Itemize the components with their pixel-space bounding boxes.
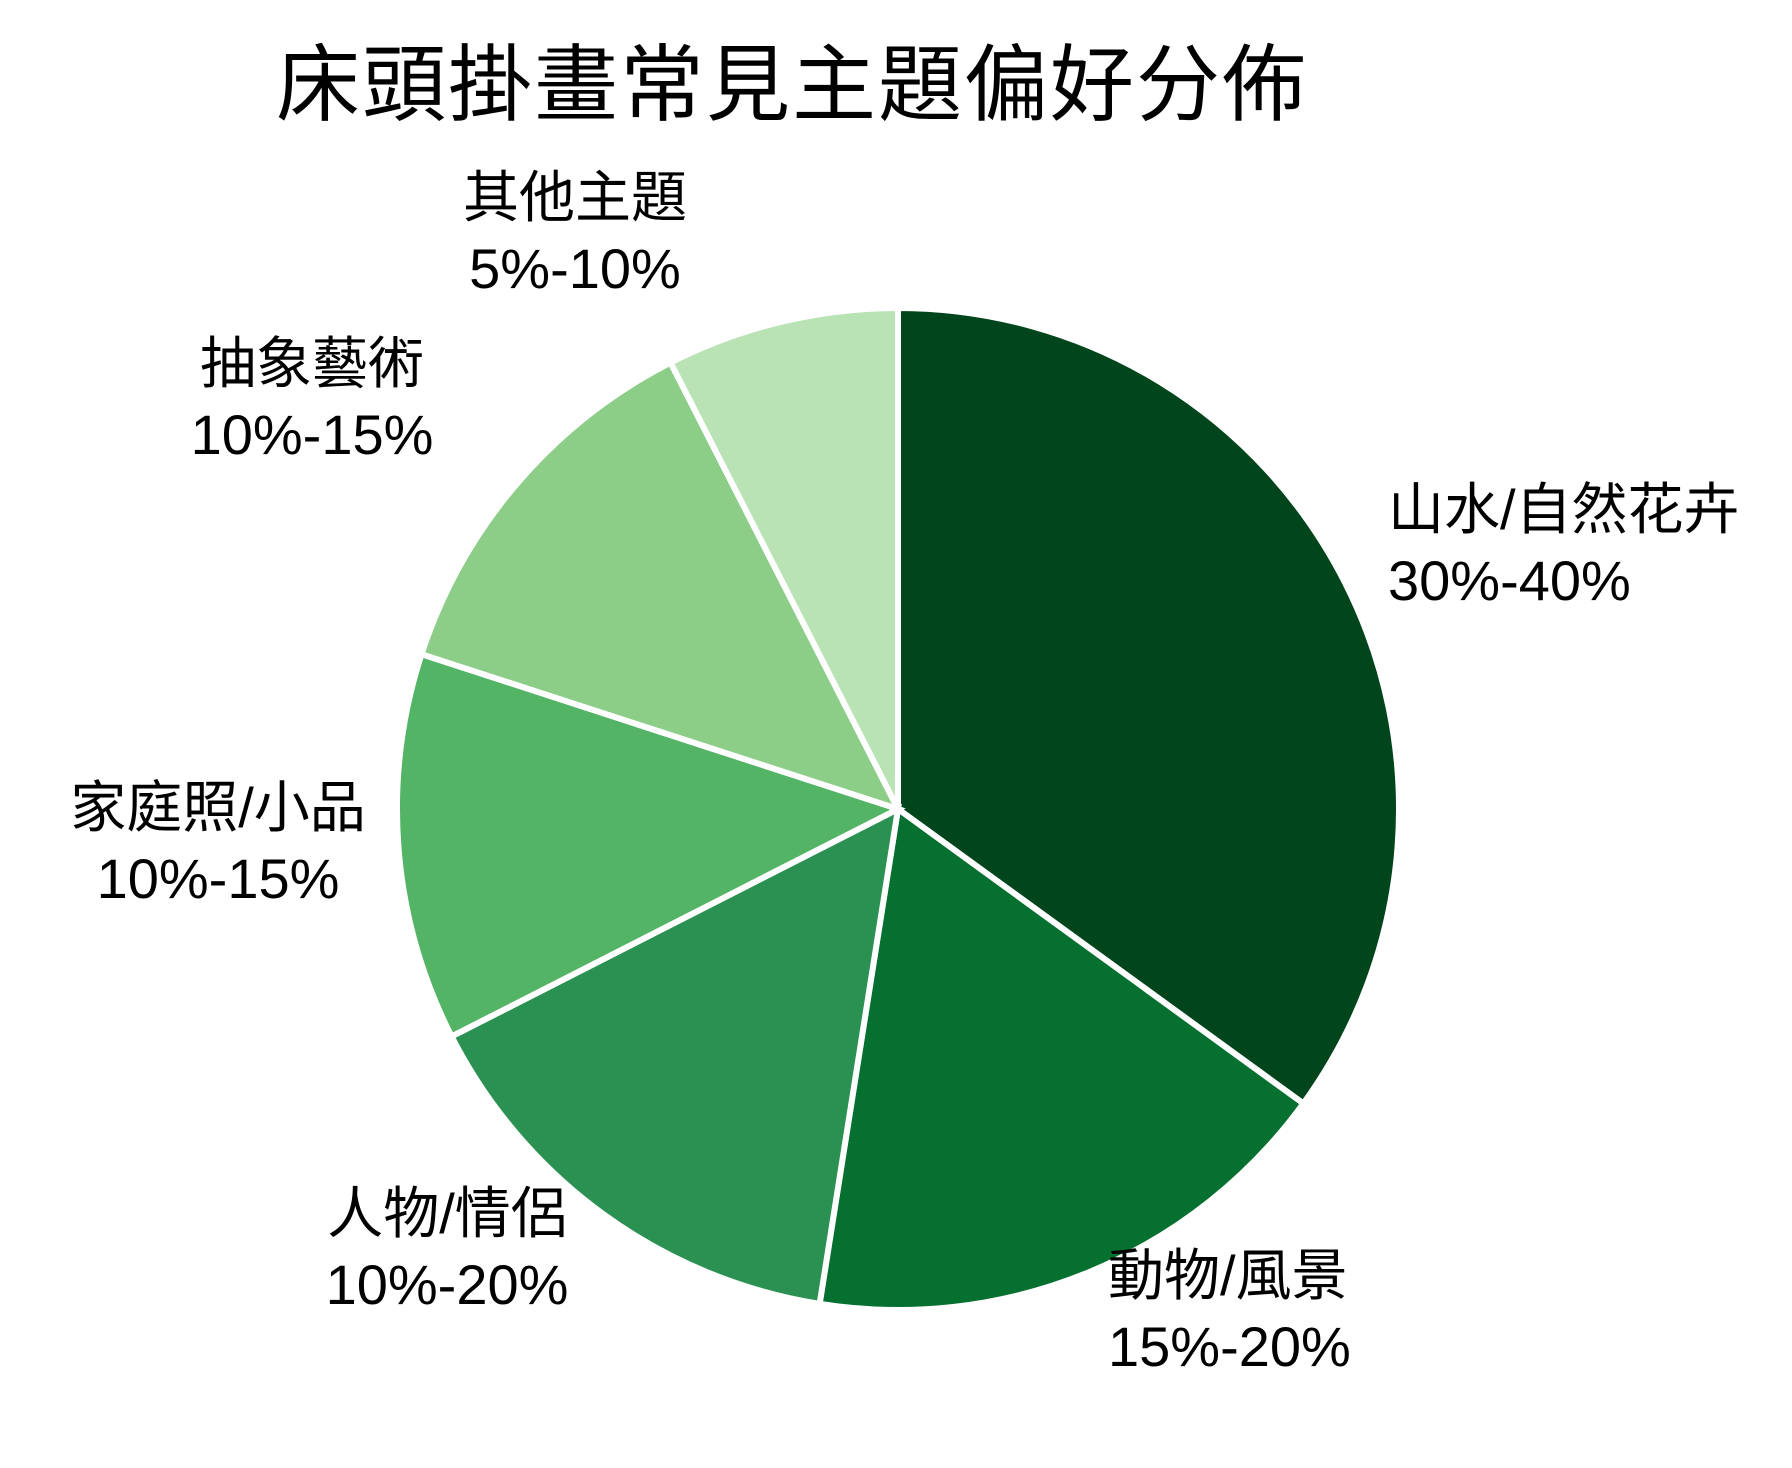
slice-range-text: 10%-15% bbox=[96, 847, 340, 911]
slice-label-text: 家庭照/小品 bbox=[70, 776, 366, 839]
slice-label-text: 動物/風景 bbox=[1108, 1244, 1348, 1307]
slice-label-text: 人物/情侶 bbox=[327, 1182, 567, 1245]
slice-label-family-photos: 家庭照/小品 10%-15% bbox=[70, 772, 366, 914]
slice-label-landscape-nature-florals: 山水/自然花卉 30%-40% bbox=[1388, 474, 1740, 616]
slice-label-text: 山水/自然花卉 bbox=[1388, 478, 1740, 541]
slice-label-text: 其他主題 bbox=[463, 166, 687, 229]
slice-label-animals-scenery: 動物/風景 15%-20% bbox=[1108, 1240, 1351, 1382]
pie-slice-4 bbox=[417, 358, 904, 815]
pie-slice-2 bbox=[447, 803, 902, 1308]
pie-slice-5 bbox=[666, 304, 901, 811]
slice-range-text: 5%-10% bbox=[469, 237, 681, 301]
chart-title: 床頭掛畫常見主題偏好分佈 bbox=[275, 38, 1309, 132]
slice-range-text: 10%-20% bbox=[325, 1253, 569, 1317]
slice-range-text: 15%-20% bbox=[1108, 1315, 1351, 1379]
slice-label-other-themes: 其他主題 5%-10% bbox=[463, 162, 687, 304]
slice-range-text: 10%-15% bbox=[190, 403, 434, 467]
slice-range-text: 30%-40% bbox=[1388, 549, 1631, 613]
slice-label-text: 抽象藝術 bbox=[200, 332, 424, 395]
pie-slice-3 bbox=[394, 650, 906, 1041]
slice-label-abstract-art: 抽象藝術 10%-15% bbox=[191, 328, 434, 470]
slice-label-people-couples: 人物/情侶 10%-20% bbox=[326, 1178, 569, 1320]
pie-slice-1 bbox=[816, 803, 1308, 1313]
pie-slice-0 bbox=[895, 304, 1402, 1108]
